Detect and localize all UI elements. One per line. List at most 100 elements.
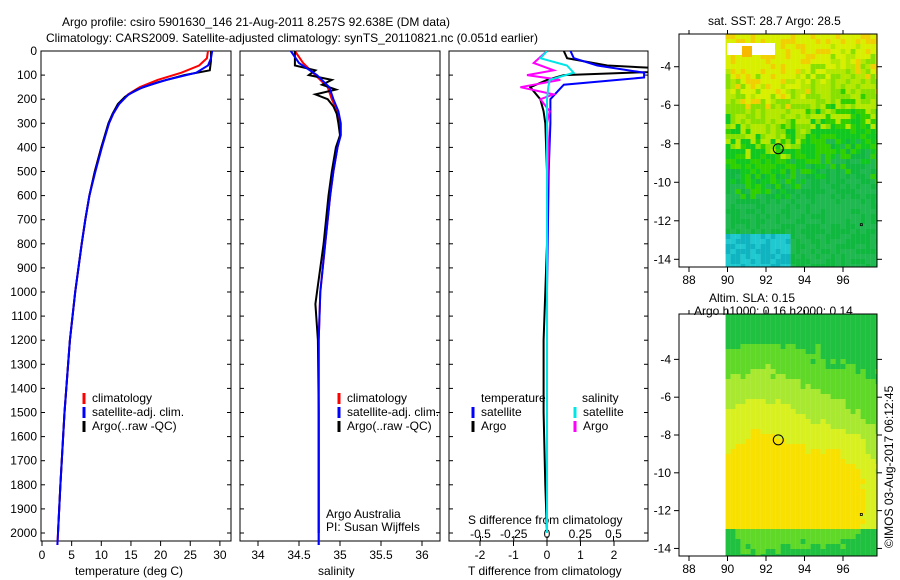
map-cell	[870, 219, 876, 224]
map-cell	[875, 444, 877, 449]
map-cell	[835, 389, 841, 394]
map-cell	[820, 419, 826, 424]
map-cell	[795, 259, 801, 264]
map-cell	[795, 94, 801, 99]
map-cell	[830, 394, 836, 399]
map-cell	[810, 354, 816, 359]
map-cell	[735, 339, 741, 344]
map-cell	[790, 64, 796, 69]
map-cell	[855, 64, 861, 69]
map-cell	[820, 519, 826, 524]
map-cell	[785, 104, 791, 109]
map-cell	[855, 449, 861, 454]
map-cell	[795, 419, 801, 424]
map-cell	[755, 144, 761, 149]
map-cell	[865, 149, 871, 154]
map-cell	[725, 379, 731, 384]
map-cell	[770, 174, 776, 179]
map-cell	[850, 244, 856, 249]
map-cell	[850, 144, 856, 149]
map-cell	[775, 429, 781, 434]
map-cell	[835, 149, 841, 154]
map-cell	[785, 349, 791, 354]
map-cell	[725, 104, 731, 109]
map-cell	[770, 39, 776, 44]
map-cell	[825, 394, 831, 399]
map-cell	[780, 314, 786, 319]
map-cell	[750, 419, 756, 424]
map-cell	[820, 54, 826, 59]
map-cell	[790, 34, 796, 39]
map-cell	[750, 524, 756, 529]
map-cell	[840, 444, 846, 449]
map-cell	[765, 264, 771, 267]
map-cell	[765, 104, 771, 109]
map-cell	[865, 459, 871, 464]
map-cell	[780, 74, 786, 79]
temperature-ytick-label: 600	[17, 189, 37, 203]
map-cell	[870, 49, 876, 54]
map-cell	[865, 159, 871, 164]
map-cell	[790, 104, 796, 109]
map-cell	[795, 129, 801, 134]
map-cell	[850, 234, 856, 239]
map-cell	[830, 319, 836, 324]
map-cell	[865, 224, 871, 229]
map-cell	[810, 194, 816, 199]
map-cell	[850, 539, 856, 544]
map-cell	[760, 149, 766, 154]
map-cell	[860, 459, 866, 464]
map-cell	[770, 264, 776, 267]
map-cell	[775, 209, 781, 214]
map-cell	[735, 254, 741, 259]
m0-frame	[678, 33, 878, 268]
map-cell	[730, 169, 736, 174]
map-cell	[730, 399, 736, 404]
map-cell	[875, 319, 877, 324]
map-cell	[735, 369, 741, 374]
map-cell	[860, 249, 866, 254]
map-cell	[845, 469, 851, 474]
map-cell	[855, 264, 861, 267]
map-cell	[865, 524, 871, 529]
map-cell	[785, 539, 791, 544]
map-cell	[790, 459, 796, 464]
map-cell	[770, 314, 776, 319]
map-cell	[745, 254, 751, 259]
map-cell	[825, 534, 831, 539]
map-cell	[725, 234, 731, 239]
map-cell	[740, 444, 746, 449]
temperature-ytick-label: 300	[17, 116, 37, 130]
map-cell	[785, 64, 791, 69]
map-cell	[750, 139, 756, 144]
map-cell	[755, 84, 761, 89]
map-cell	[795, 104, 801, 109]
map-cell	[800, 334, 806, 339]
map-cell	[860, 169, 866, 174]
map-cell	[850, 504, 856, 509]
map-cell	[775, 264, 781, 267]
map-cell	[820, 109, 826, 114]
map-cell	[830, 59, 836, 64]
map-cell	[805, 139, 811, 144]
map-cell	[760, 79, 766, 84]
map-cell	[840, 469, 846, 474]
map-cell	[730, 174, 736, 179]
map-cell	[725, 79, 731, 84]
map-cell	[745, 149, 751, 154]
map-cell	[745, 64, 751, 69]
map-cell	[795, 364, 801, 369]
map-cell	[770, 464, 776, 469]
map-cell	[735, 544, 741, 549]
map-cell	[725, 54, 731, 59]
map-cell	[850, 84, 856, 89]
map-cell	[850, 159, 856, 164]
map-cell	[780, 99, 786, 104]
map-cell	[765, 249, 771, 254]
map-cell	[835, 49, 841, 54]
map-cell	[870, 69, 876, 74]
map-cell	[825, 114, 831, 119]
map-cell	[765, 449, 771, 454]
map-cell	[795, 204, 801, 209]
map-xtick-label: 92	[759, 273, 773, 287]
